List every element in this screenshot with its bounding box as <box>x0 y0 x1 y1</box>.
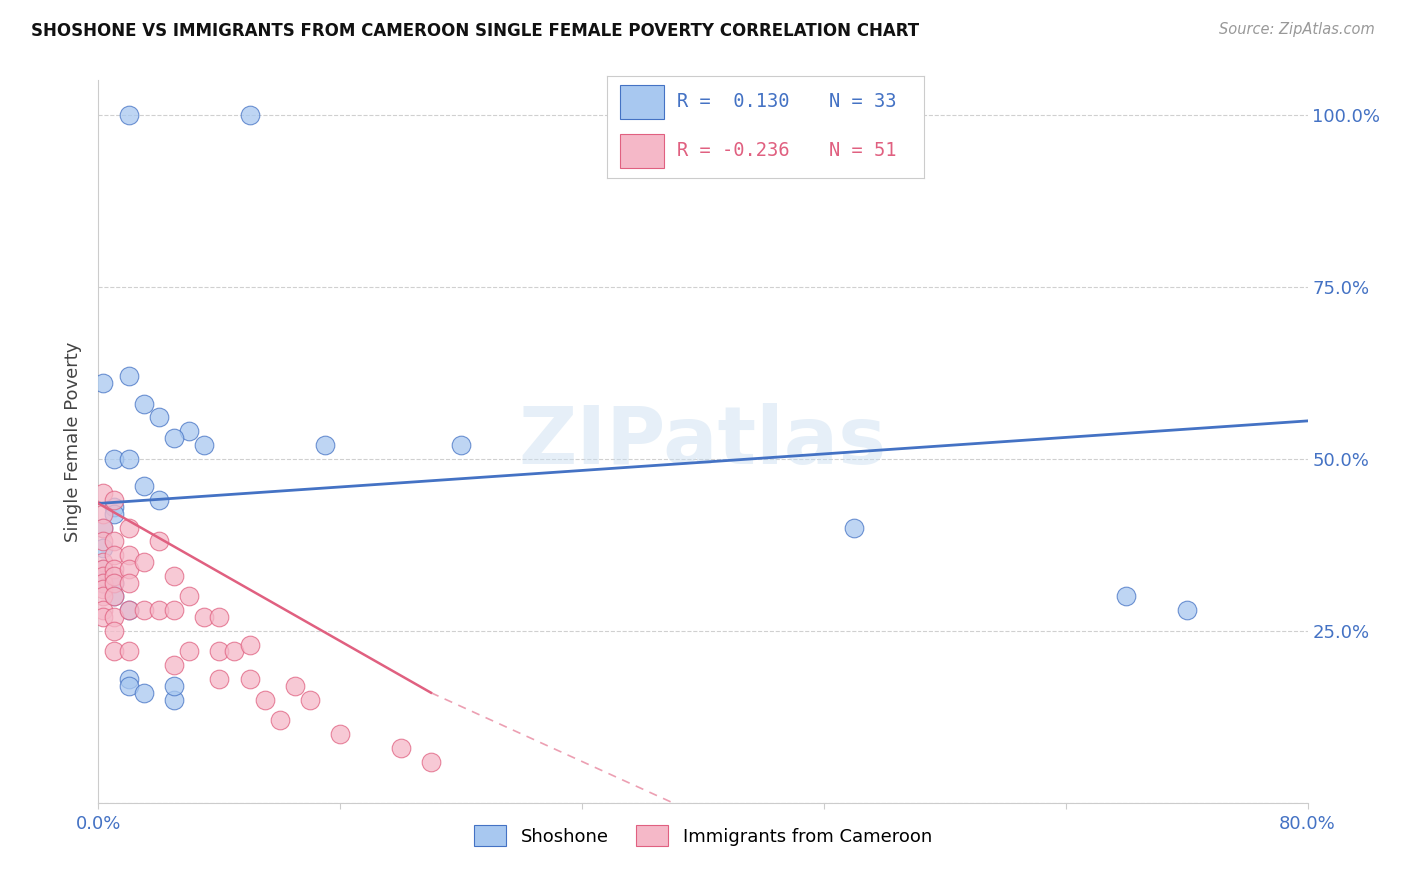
Point <box>148 410 170 425</box>
Text: SHOSHONE VS IMMIGRANTS FROM CAMEROON SINGLE FEMALE POVERTY CORRELATION CHART: SHOSHONE VS IMMIGRANTS FROM CAMEROON SIN… <box>31 22 920 40</box>
Point <box>91 575 114 590</box>
Point <box>103 507 125 521</box>
Point <box>91 575 114 590</box>
Point <box>118 603 141 617</box>
Point <box>450 438 472 452</box>
Point <box>103 575 125 590</box>
Text: R =  0.130: R = 0.130 <box>678 93 790 112</box>
Point <box>193 438 215 452</box>
Point <box>103 610 125 624</box>
Point <box>1115 590 1137 604</box>
Point <box>103 548 125 562</box>
Bar <box>620 85 664 119</box>
Point <box>91 541 114 556</box>
Point <box>299 692 322 706</box>
Point <box>118 679 141 693</box>
Point <box>844 520 866 534</box>
Point <box>91 610 114 624</box>
Point <box>179 644 201 658</box>
Point <box>103 534 125 549</box>
Point <box>91 376 114 390</box>
Point <box>132 555 155 569</box>
Point <box>163 679 186 693</box>
Point <box>269 713 291 727</box>
Point <box>91 575 114 590</box>
Point <box>148 603 170 617</box>
Point <box>224 644 246 658</box>
Point <box>132 397 155 411</box>
Point <box>103 590 125 604</box>
Point <box>239 108 262 122</box>
Point <box>239 672 262 686</box>
Point <box>91 562 114 576</box>
Point <box>91 568 114 582</box>
Point <box>118 520 141 534</box>
Point <box>163 568 186 582</box>
Point <box>91 534 114 549</box>
Point <box>208 644 231 658</box>
Point <box>148 493 170 508</box>
Point <box>118 644 141 658</box>
Point <box>163 692 186 706</box>
Point <box>118 451 141 466</box>
Point <box>208 672 231 686</box>
Text: N = 51: N = 51 <box>830 141 897 160</box>
Point <box>103 644 125 658</box>
Point <box>91 486 114 500</box>
Point <box>118 575 141 590</box>
Point <box>284 679 307 693</box>
Point <box>91 520 114 534</box>
Point <box>420 755 443 769</box>
Point <box>132 603 155 617</box>
Point <box>118 562 141 576</box>
Point <box>103 500 125 514</box>
Point <box>118 369 141 384</box>
Point <box>91 555 114 569</box>
Point <box>91 562 114 576</box>
Text: R = -0.236: R = -0.236 <box>678 141 790 160</box>
Point <box>132 686 155 700</box>
Text: ZIPatlas: ZIPatlas <box>519 402 887 481</box>
Point <box>103 590 125 604</box>
Point <box>179 590 201 604</box>
Point <box>118 548 141 562</box>
Point <box>163 431 186 445</box>
Point <box>103 451 125 466</box>
Point <box>132 479 155 493</box>
Point <box>148 534 170 549</box>
Y-axis label: Single Female Poverty: Single Female Poverty <box>65 342 83 541</box>
Point <box>329 727 352 741</box>
Point <box>314 438 336 452</box>
Text: Source: ZipAtlas.com: Source: ZipAtlas.com <box>1219 22 1375 37</box>
Point <box>179 424 201 438</box>
Point <box>118 108 141 122</box>
Point <box>118 672 141 686</box>
Point <box>193 610 215 624</box>
Point <box>103 562 125 576</box>
Text: N = 33: N = 33 <box>830 93 897 112</box>
Point <box>118 603 141 617</box>
Point <box>208 610 231 624</box>
Point <box>1175 603 1198 617</box>
Point <box>163 603 186 617</box>
Point <box>91 582 114 597</box>
Bar <box>620 135 664 168</box>
Point <box>103 568 125 582</box>
Point <box>91 520 114 534</box>
Point <box>163 658 186 673</box>
Point <box>103 575 125 590</box>
Point <box>91 590 114 604</box>
Point <box>389 740 412 755</box>
Point <box>253 692 276 706</box>
Point <box>103 624 125 638</box>
Point <box>91 507 114 521</box>
Point <box>239 638 262 652</box>
Point <box>91 603 114 617</box>
Point <box>103 493 125 508</box>
Legend: Shoshone, Immigrants from Cameroon: Shoshone, Immigrants from Cameroon <box>465 816 941 855</box>
